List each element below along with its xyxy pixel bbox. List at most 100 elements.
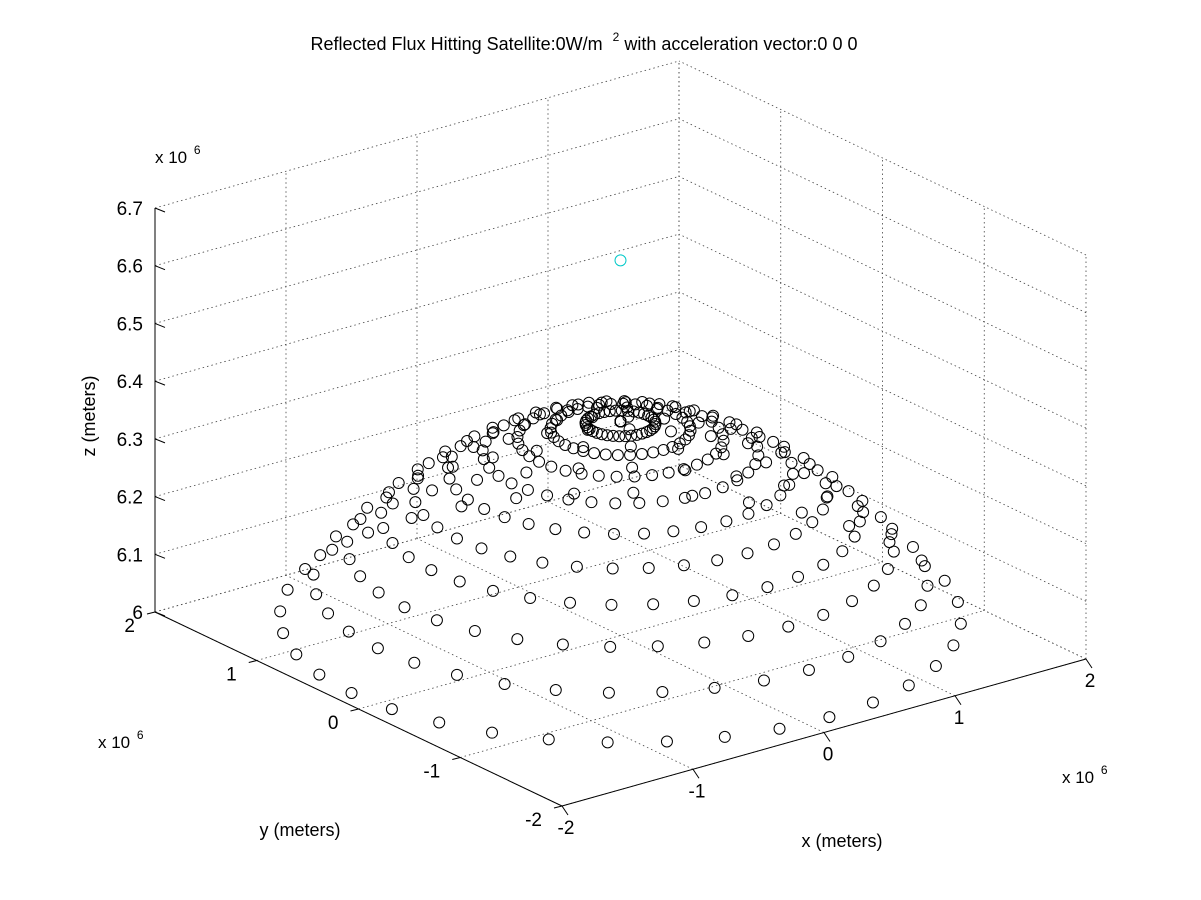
axes-box — [146, 207, 1093, 816]
surface-point — [642, 562, 655, 575]
surface-point — [918, 560, 931, 573]
y-tick-mark — [452, 757, 461, 760]
surface-point — [819, 477, 832, 490]
surface-point — [487, 426, 500, 439]
surface-point — [782, 620, 795, 633]
surface-point — [846, 595, 859, 608]
surface-point — [881, 562, 894, 575]
surface-point — [906, 540, 919, 553]
surface-point — [706, 411, 719, 424]
surface-point — [811, 464, 824, 477]
surface-point — [436, 451, 449, 464]
surface-point — [760, 456, 773, 469]
surface-point — [731, 474, 744, 487]
surface-point — [624, 440, 637, 453]
surface-point — [505, 477, 518, 490]
z-axis-label: z (meters) — [79, 376, 99, 457]
z-tick-mark — [154, 380, 166, 386]
grid-line — [256, 513, 781, 661]
surface-point — [708, 681, 721, 694]
surface-point — [751, 440, 764, 453]
grid-line — [154, 118, 680, 267]
surface-point — [716, 428, 729, 441]
surface-point — [521, 483, 534, 496]
surface-point — [842, 650, 855, 663]
surface-point — [609, 497, 622, 510]
surface-point — [498, 511, 511, 524]
surface-point — [842, 485, 855, 498]
surface-point — [724, 422, 737, 435]
surface-point — [624, 448, 637, 461]
surface-point — [695, 521, 708, 534]
surface-point — [843, 519, 856, 532]
surface-point — [760, 499, 773, 512]
surface-point — [649, 415, 662, 428]
surface-point — [602, 686, 615, 699]
surface-point — [559, 464, 572, 477]
surface-point — [599, 448, 612, 461]
surface-point — [651, 640, 664, 653]
surface-point — [914, 599, 927, 612]
surface-point — [607, 527, 620, 540]
surface-point — [517, 419, 530, 432]
surface-point — [606, 562, 619, 575]
surface-point — [677, 463, 690, 476]
surface-point — [475, 542, 488, 555]
surface-point — [559, 438, 572, 451]
surface-point — [742, 629, 755, 642]
surface-point — [647, 446, 660, 459]
y-tick-label: 2 — [124, 616, 135, 637]
surface-point — [524, 592, 537, 605]
surface-point — [600, 395, 613, 408]
surface-point — [622, 410, 635, 423]
surface-point — [677, 559, 690, 572]
surface-point — [798, 467, 811, 480]
x-tick-mark — [823, 732, 831, 742]
surface-point — [478, 502, 491, 515]
surface-point — [541, 489, 554, 502]
surface-point — [450, 668, 463, 681]
surface-point — [817, 558, 830, 571]
surface-point — [313, 668, 326, 681]
surface-point — [486, 427, 499, 440]
surface-point — [623, 423, 636, 436]
surface-point — [778, 440, 791, 453]
z-tick-label: 6.4 — [117, 372, 144, 393]
surface-point — [741, 547, 754, 560]
x-tick-label: 1 — [954, 708, 965, 729]
surface-point — [422, 457, 435, 470]
grid-line — [358, 561, 883, 710]
chart-title: Reflected Flux Hitting Satellite:0W/m 2 … — [311, 25, 858, 54]
surface-point — [767, 435, 780, 448]
surface-point — [951, 595, 964, 608]
surface-point — [371, 642, 384, 655]
surface-point — [656, 495, 669, 508]
surface-point — [443, 472, 456, 485]
surface-point — [274, 605, 287, 618]
surface-point — [562, 405, 575, 418]
grid-line — [678, 406, 1087, 602]
grid-line — [154, 291, 680, 440]
surface-point — [752, 449, 765, 462]
surface-point — [533, 408, 546, 421]
surface-point — [595, 428, 608, 441]
x-tick-label: -1 — [689, 781, 706, 802]
surface-point — [541, 427, 554, 440]
grid-line — [154, 464, 680, 613]
surface-point — [586, 411, 599, 424]
surface-point — [789, 527, 802, 540]
surface-point — [690, 458, 703, 471]
surface-point — [802, 664, 815, 676]
surface-point — [341, 535, 354, 548]
surface-point — [417, 509, 430, 522]
surface-point — [605, 598, 618, 611]
surface-point — [705, 415, 718, 428]
surface-point — [545, 460, 558, 473]
surface-point — [502, 432, 515, 445]
surface-point — [716, 481, 729, 494]
surface-point — [717, 434, 730, 447]
surface-point — [461, 435, 474, 447]
surface-point — [486, 451, 499, 464]
surface-point — [618, 395, 631, 408]
z-tick-mark — [154, 553, 166, 559]
